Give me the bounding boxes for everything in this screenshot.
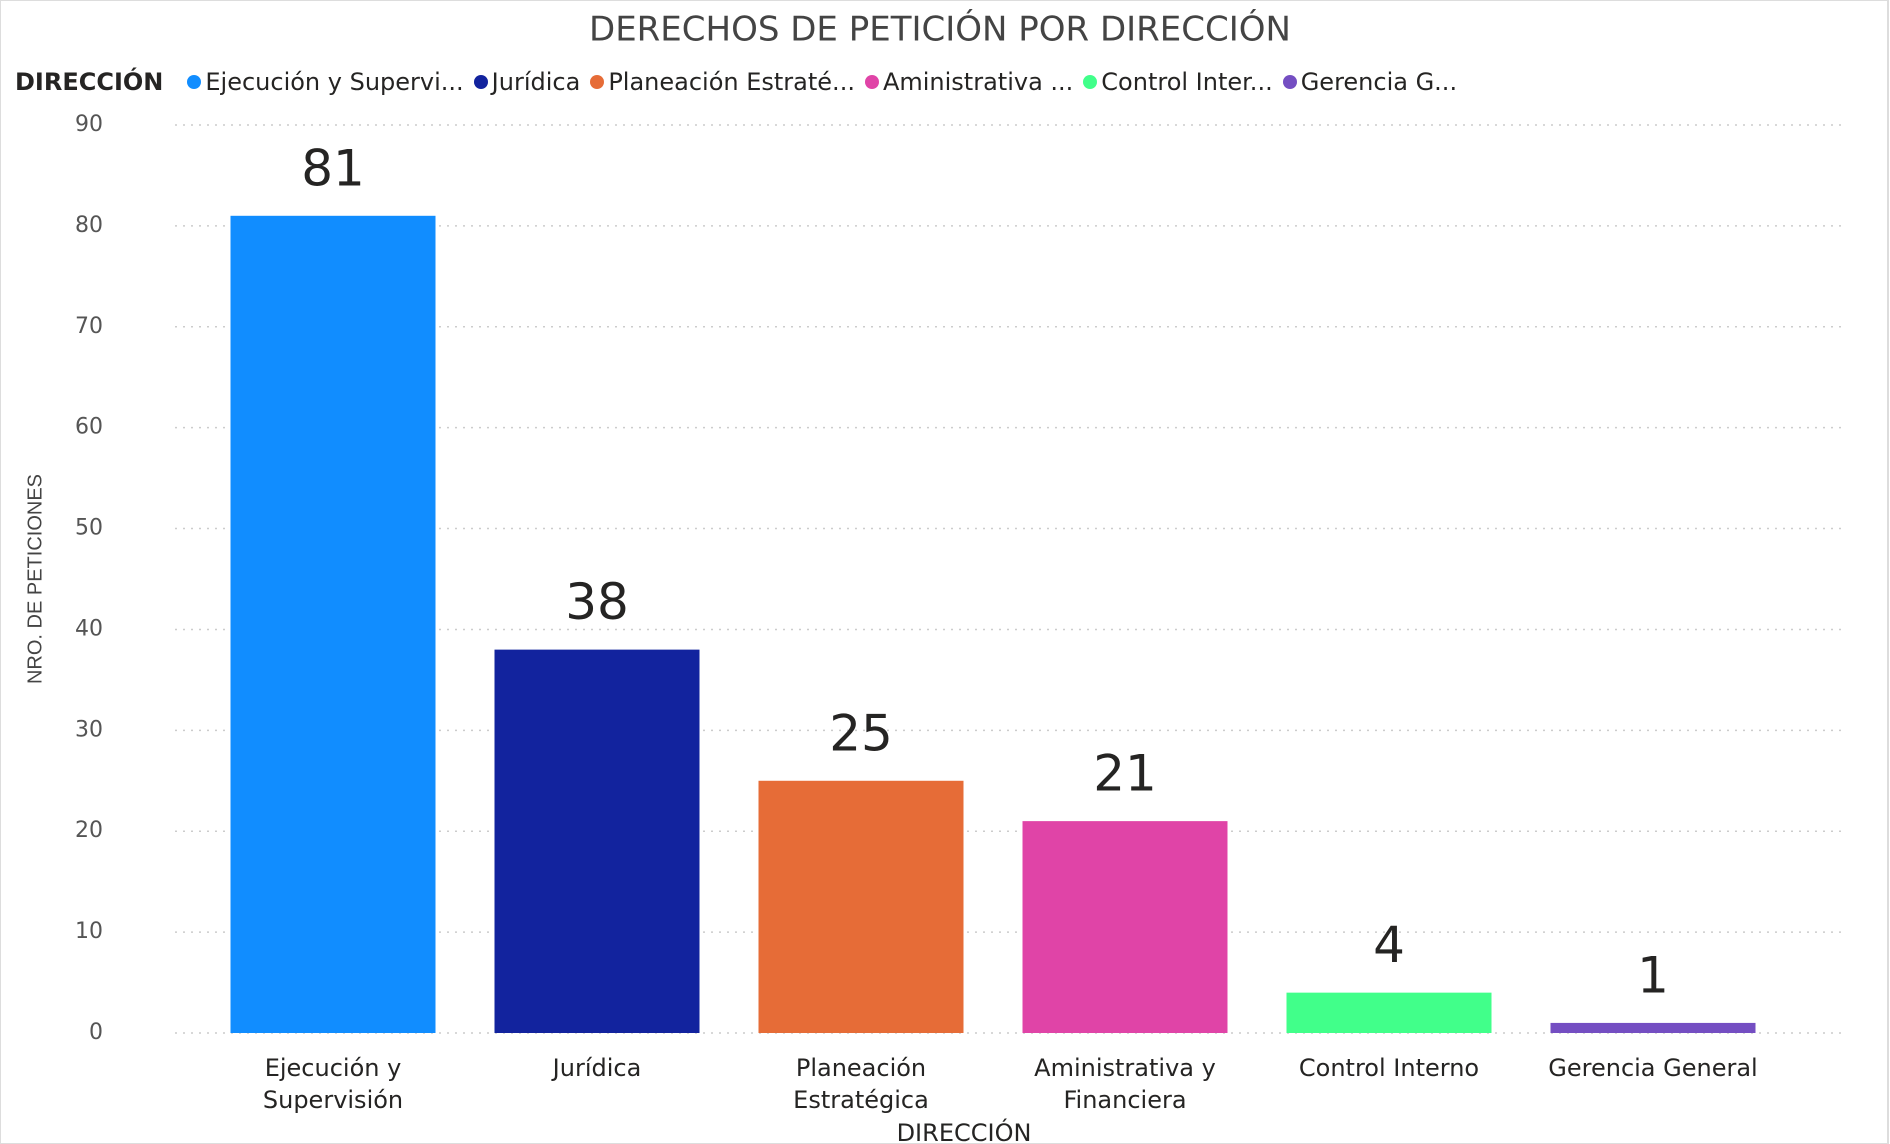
data-label: 4 xyxy=(1373,916,1405,974)
bar xyxy=(758,780,964,1033)
legend-swatch xyxy=(1282,75,1297,89)
y-tick-label: 90 xyxy=(75,112,103,137)
x-tick-label: Jurídica xyxy=(552,1054,642,1082)
legend-item: Control Inter... xyxy=(1083,68,1273,96)
y-tick-label: 70 xyxy=(75,314,103,339)
x-tick-label: Ejecución y Supervisión xyxy=(262,1054,404,1114)
legend-swatch xyxy=(864,75,879,89)
legend-label: Control Inter... xyxy=(1101,68,1273,96)
y-tick-label: 80 xyxy=(75,213,103,238)
x-tick-label: Planeación Estratégica xyxy=(793,1054,929,1114)
data-label: 81 xyxy=(301,139,365,197)
y-tick-label: 60 xyxy=(75,415,103,440)
y-tick-label: 40 xyxy=(75,616,103,641)
legend-item: Aministrativa ... xyxy=(864,68,1074,96)
legend: DIRECCIÓN Ejecución y Supervi... Jurídica P… xyxy=(15,68,1457,96)
bar xyxy=(230,215,436,1034)
chart-title: DERECHOS DE PETICIÓN POR DIRECCIÓN xyxy=(589,9,1291,50)
x-tick-label: Gerencia General xyxy=(1548,1054,1758,1082)
y-axis-title: NRO. DE PETICIONES xyxy=(24,474,46,684)
x-axis-title: DIRECCIÓN xyxy=(897,1117,1032,1144)
y-tick-label: 50 xyxy=(75,516,103,541)
bar xyxy=(1550,1022,1756,1033)
legend-item: Gerencia G... xyxy=(1282,68,1458,96)
legend-swatch xyxy=(473,75,488,89)
legend-swatch xyxy=(187,75,202,89)
legend-title: DIRECCIÓN xyxy=(15,68,164,96)
x-tick-label: Aministrativa y Financiera xyxy=(1034,1054,1216,1114)
legend-swatch xyxy=(590,75,605,89)
y-tick-label: 10 xyxy=(75,919,103,944)
legend-label: Gerencia G... xyxy=(1300,68,1458,96)
legend-item: Ejecución y Supervi... xyxy=(187,68,464,96)
bar xyxy=(1286,992,1492,1033)
legend-label: Aministrativa ... xyxy=(882,68,1074,96)
x-tick-label: Control Interno xyxy=(1298,1054,1480,1082)
data-label: 25 xyxy=(829,704,893,762)
legend-item: Planeación Estraté... xyxy=(590,68,855,96)
y-tick-label: 30 xyxy=(75,717,103,742)
legend-label: Planeación Estraté... xyxy=(608,68,855,96)
legend-label: Ejecución y Supervi... xyxy=(205,68,464,96)
legend-item: Jurídica xyxy=(473,68,581,96)
data-label: 1 xyxy=(1637,946,1669,1004)
y-tick-label: 20 xyxy=(75,818,103,843)
bar xyxy=(1022,821,1228,1033)
legend-label: Jurídica xyxy=(491,68,581,96)
data-label: 21 xyxy=(1093,745,1157,803)
y-tick-label: 0 xyxy=(89,1020,103,1045)
data-label: 38 xyxy=(565,573,629,631)
bar xyxy=(494,649,700,1033)
legend-swatch xyxy=(1083,75,1098,89)
